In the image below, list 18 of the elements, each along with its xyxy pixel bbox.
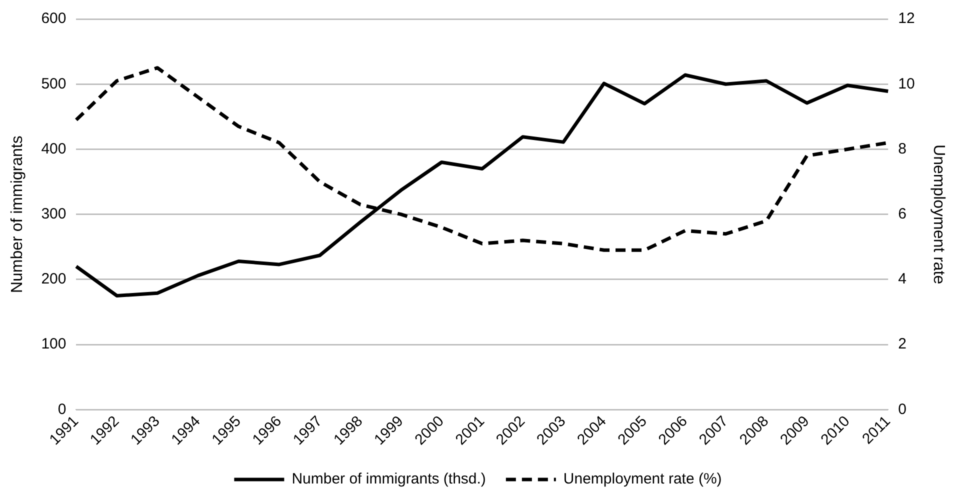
- y-tick-label: 0: [58, 400, 66, 418]
- y-tick-label: 500: [41, 75, 66, 92]
- legend-label: Number of immigrants (thsd.): [292, 470, 486, 488]
- legend-label: Unemployment rate (%): [563, 470, 722, 488]
- y2-tick-label: 12: [898, 10, 915, 28]
- y2-axis-title: Unemployment rate: [930, 144, 947, 284]
- y2-tick-label: 0: [898, 400, 906, 418]
- y2-tick-label: 6: [898, 205, 906, 222]
- y2-tick-label: 4: [898, 270, 906, 288]
- y2-tick-label: 10: [898, 75, 915, 92]
- y-tick-label: 600: [41, 10, 66, 28]
- y-tick-label: 400: [41, 140, 66, 158]
- y-axis-title: Number of immigrants: [9, 136, 26, 294]
- y2-tick-label: 8: [898, 140, 906, 158]
- y2-tick-label: 2: [898, 336, 906, 353]
- y-tick-label: 200: [41, 270, 66, 288]
- y-tick-label: 100: [41, 336, 66, 353]
- y-tick-label: 300: [41, 205, 66, 222]
